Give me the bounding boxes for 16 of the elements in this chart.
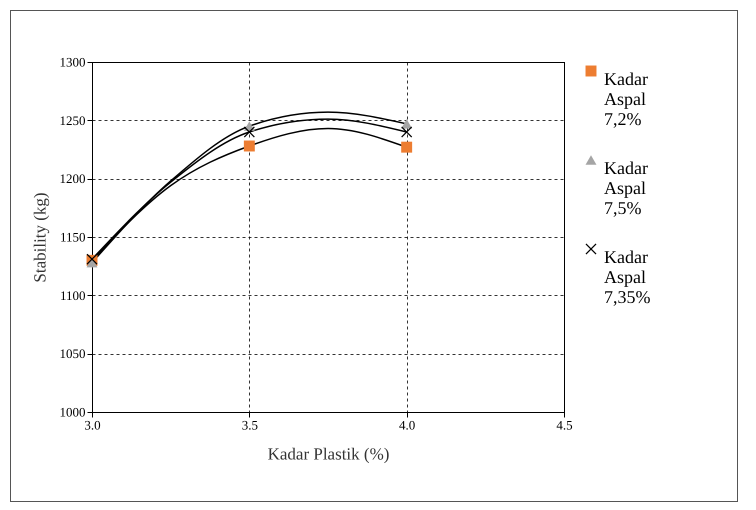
y-tick-label: 1100 [60,288,86,303]
x-tick-label: 3.0 [84,418,101,432]
x-tick-label: 3.5 [242,418,258,432]
y-tick-label: 1300 [60,54,86,70]
y-tick-label: 1000 [60,404,86,420]
x-tick-label: 4.5 [556,418,573,432]
y-tick-label: 1250 [60,112,86,128]
x-tick-label: 4.0 [399,418,416,432]
y-tick-label: 1200 [60,171,86,186]
legend-label: Kadar Aspal 7,2% [604,69,648,129]
legend-label: Kadar Aspal 7,5% [604,158,648,218]
y-tick-label: 1050 [60,346,86,362]
y-axis-title: Stability (kg) [30,192,50,283]
x-axis-title: Kadar Plastik (%) [268,444,390,464]
y-tick-label: 1150 [60,230,86,244]
legend-label: Kadar Aspal 7,35% [604,247,650,307]
